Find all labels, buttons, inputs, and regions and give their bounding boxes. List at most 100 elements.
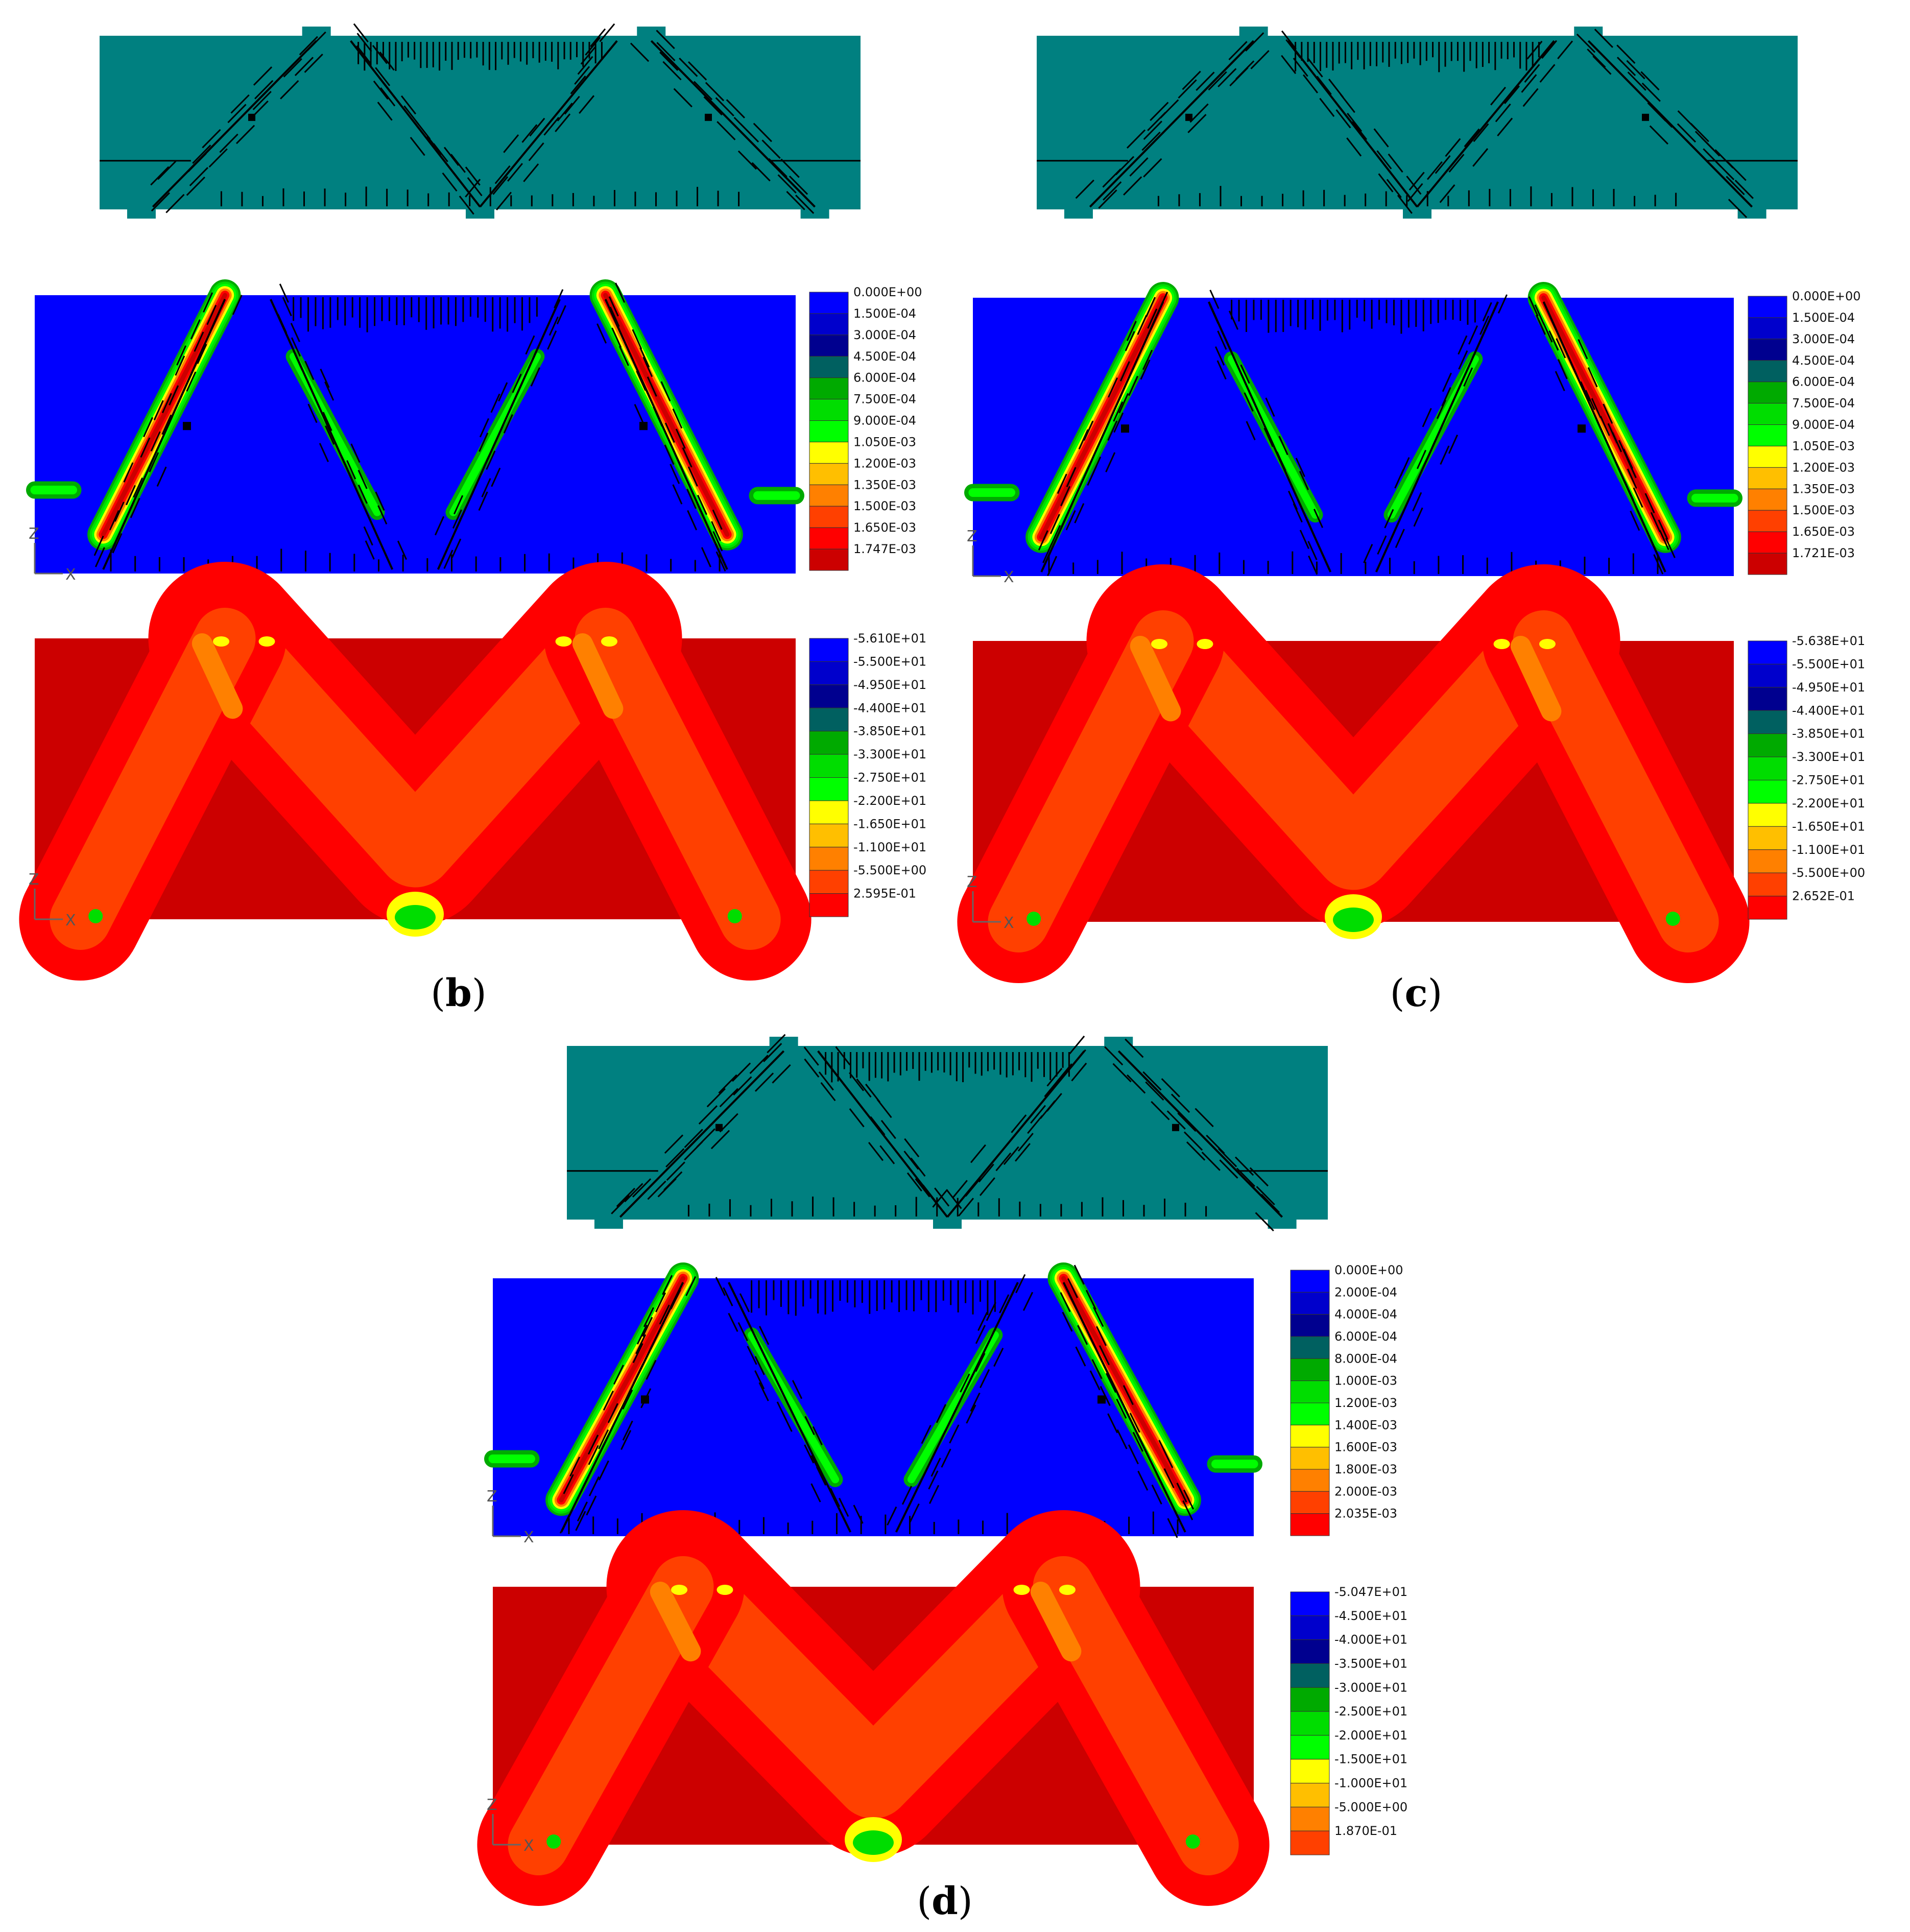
- crack-tick: [656, 30, 675, 50]
- crack-tick: [1089, 1370, 1101, 1391]
- crack-tick: [759, 1326, 770, 1345]
- crack-tick: [1186, 1141, 1206, 1161]
- crack-tick: [1363, 544, 1373, 563]
- crack-tick: [749, 1055, 769, 1074]
- legend-label: -3.850E+01: [853, 724, 926, 738]
- crack-line: [604, 299, 728, 570]
- legend-swatch: [1290, 1663, 1330, 1688]
- crack-tick: [1599, 416, 1610, 436]
- crack-tick: [818, 1071, 834, 1091]
- crack-tick: [194, 331, 204, 352]
- crack-tick: [230, 94, 250, 114]
- crack-tick: [618, 346, 629, 366]
- support-plate: [1268, 1218, 1297, 1229]
- crack-tick: [1014, 1143, 1031, 1162]
- x-axis-label: X: [523, 1837, 534, 1855]
- crack-tick: [829, 1488, 841, 1507]
- crack-tick: [643, 1307, 654, 1327]
- crack-tick: [698, 1105, 718, 1125]
- crack-tick: [588, 1435, 599, 1455]
- crack-tick: [1187, 114, 1207, 133]
- crack-pattern-beam-c: [1037, 27, 1798, 219]
- crack-tick: [1112, 1063, 1132, 1083]
- crack-tick: [1458, 350, 1468, 370]
- z-axis-label: Z: [29, 871, 39, 889]
- crack-tick: [1435, 155, 1451, 174]
- crack-tick: [494, 165, 511, 184]
- legend-label: 6.000E-04: [1334, 1329, 1397, 1344]
- crack-tick: [665, 1148, 685, 1167]
- crack-tick: [652, 406, 663, 427]
- crack-tick: [1062, 1311, 1073, 1332]
- crack-tick: [701, 547, 711, 567]
- crack-tick: [1065, 510, 1076, 531]
- legend-label: 1.000E-03: [1334, 1374, 1397, 1388]
- crack-tick: [280, 80, 299, 100]
- crack-tick: [723, 1287, 733, 1306]
- crack-tick: [995, 1152, 1012, 1172]
- legend-swatch: [1290, 1711, 1330, 1736]
- crack-tick: [1098, 189, 1117, 209]
- edge-stress-peak: [1026, 912, 1041, 926]
- crack-tick: [1445, 138, 1461, 157]
- crack-tick: [687, 510, 698, 531]
- crack-tick: [252, 91, 272, 110]
- crack-tick: [1161, 1078, 1180, 1098]
- crack-tick: [1017, 1133, 1034, 1152]
- loading-plate: [302, 27, 331, 38]
- crack-tick: [1077, 1325, 1088, 1345]
- legend-swatch: [1748, 896, 1787, 920]
- crack-tick: [1278, 436, 1288, 456]
- load-stress-peak: [1539, 639, 1556, 649]
- crack-tick: [1140, 360, 1151, 380]
- crack-line: [560, 1282, 684, 1533]
- crack-tick: [1108, 377, 1118, 398]
- crack-tick: [1027, 1115, 1043, 1134]
- crack-tick: [1616, 44, 1636, 64]
- legend-swatch: [809, 731, 849, 755]
- crack-tick: [1477, 114, 1494, 133]
- crack-tick: [1141, 131, 1161, 151]
- crack-tick: [1078, 429, 1089, 449]
- support-plate: [466, 207, 494, 219]
- crack-tick: [657, 1178, 677, 1198]
- crack-tick: [556, 305, 566, 325]
- legend-label: -5.500E+00: [853, 863, 926, 877]
- crack-tick: [373, 80, 389, 100]
- crack-tick: [548, 316, 559, 336]
- legend-label: 9.000E-04: [1792, 418, 1855, 432]
- crack-tick: [1116, 1429, 1128, 1449]
- legend-swatch: [1290, 1591, 1330, 1616]
- crack-tick: [1216, 360, 1227, 380]
- crack-tick: [277, 314, 288, 333]
- legend-label: 1.870E-01: [1334, 1824, 1397, 1838]
- edge-stress-peak: [1665, 912, 1680, 926]
- crack-tick: [975, 1325, 986, 1344]
- crack-tick: [1151, 1101, 1170, 1120]
- crack-tick: [459, 196, 474, 215]
- crack-tick: [958, 1198, 974, 1217]
- crack-tick: [346, 460, 356, 480]
- crack-tick: [941, 1448, 951, 1468]
- crack-tick: [1260, 1194, 1280, 1213]
- legend-swatch: [1748, 317, 1787, 340]
- legend-swatch: [809, 527, 849, 550]
- crack-tick: [986, 1302, 996, 1321]
- legend-label: 2.000E-04: [1334, 1285, 1397, 1299]
- crack-tick: [632, 1343, 643, 1364]
- crack-tick: [1690, 123, 1709, 142]
- legend-label: -1.650E+01: [1792, 819, 1865, 833]
- legend-swatch: [1748, 445, 1787, 468]
- crack-tick: [1281, 55, 1297, 75]
- crack-tick: [598, 1460, 609, 1481]
- legend-swatch: [1748, 510, 1787, 532]
- crack-tick: [1630, 510, 1640, 531]
- crack-tick: [1030, 1105, 1046, 1124]
- legend-label: -3.850E+01: [1792, 727, 1865, 741]
- crack-tick: [375, 67, 391, 86]
- crack-tick: [1145, 1081, 1164, 1101]
- legend-label: -5.500E+01: [853, 654, 926, 669]
- crack-line: [728, 1282, 852, 1533]
- crack-tick: [608, 296, 619, 317]
- load-stress-peak: [1013, 1585, 1030, 1595]
